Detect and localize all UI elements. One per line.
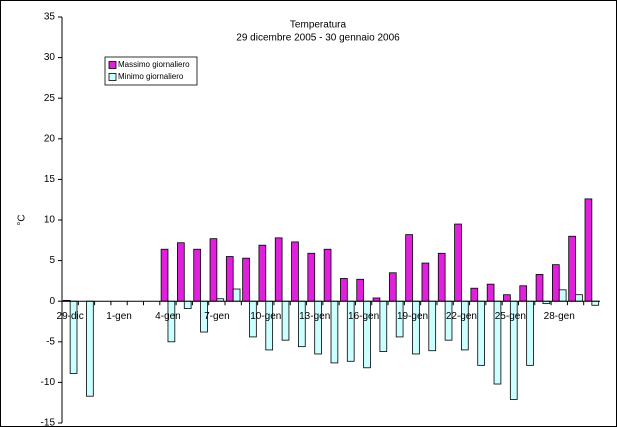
y-tick-label: 35 (44, 12, 56, 23)
y-axis-label: °C (17, 214, 28, 225)
legend-label: Massimo giornaliero (118, 60, 190, 69)
bar (281, 300, 290, 341)
bar (388, 272, 397, 302)
legend-swatch (108, 61, 117, 69)
bar (477, 300, 485, 366)
bar (258, 244, 267, 302)
bar (193, 248, 201, 302)
x-tick-label: 13-gen (299, 311, 330, 322)
x-tick-label: 7-gen (204, 311, 230, 322)
x-tick-label: 28-gen (544, 311, 575, 322)
legend-box (104, 56, 198, 86)
bar (591, 300, 600, 306)
x-tick-label: 16-gen (348, 311, 379, 322)
bar (274, 237, 283, 302)
y-tick-label: 0 (49, 296, 55, 307)
bar (297, 300, 306, 348)
bar (551, 264, 560, 302)
bar (291, 241, 299, 302)
bar (470, 287, 479, 302)
y-tick-label: -10 (41, 377, 56, 388)
y-tick-label: 20 (44, 133, 56, 144)
bar (232, 288, 241, 302)
bar (526, 300, 534, 366)
x-tick-label: 19-gen (397, 311, 428, 322)
bar (225, 256, 234, 302)
bar (486, 283, 495, 302)
bar (503, 294, 511, 302)
x-tick-label: 10-gen (250, 311, 281, 322)
bar (412, 300, 420, 355)
bar (558, 289, 567, 302)
chart-subtitle: 29 dicembre 2005 - 30 gennaio 2006 (236, 33, 400, 44)
bar (379, 300, 388, 352)
legend-label: Minimo giornaliero (118, 72, 184, 81)
bar (314, 300, 322, 355)
x-tick-label: 25-gen (495, 311, 526, 322)
y-tick-label: 10 (44, 215, 56, 226)
x-tick-label: 22-gen (446, 311, 477, 322)
bar (568, 235, 576, 302)
x-tick-label: 4-gen (155, 311, 181, 322)
y-tick-label: 5 (49, 255, 55, 266)
bar (519, 285, 528, 302)
bar (535, 274, 544, 302)
x-tick-label: 29-dic (57, 311, 84, 322)
bar (405, 234, 413, 302)
bar (242, 257, 250, 302)
bar (307, 252, 316, 302)
bar (454, 223, 462, 302)
bar (265, 300, 274, 351)
y-tick-label: 30 (44, 52, 56, 63)
bar (575, 294, 583, 302)
bar (160, 248, 169, 302)
bar (461, 300, 469, 351)
bar (330, 300, 339, 364)
y-tick-label: -15 (41, 418, 56, 427)
bar (428, 300, 437, 352)
y-tick-label: -5 (46, 336, 55, 347)
bar (340, 278, 348, 302)
bar (584, 198, 593, 302)
bar (86, 300, 94, 397)
bar (437, 252, 446, 302)
bar (323, 248, 332, 302)
y-tick-label: 15 (44, 174, 56, 185)
chart-title: Temperatura (290, 20, 347, 31)
x-tick-label: 1-gen (106, 311, 132, 322)
bar (183, 300, 192, 309)
bar (421, 262, 430, 302)
bar (356, 278, 365, 302)
y-tick-label: 25 (44, 93, 56, 104)
bar (209, 238, 218, 302)
bar (177, 242, 185, 302)
legend-swatch (108, 73, 117, 81)
